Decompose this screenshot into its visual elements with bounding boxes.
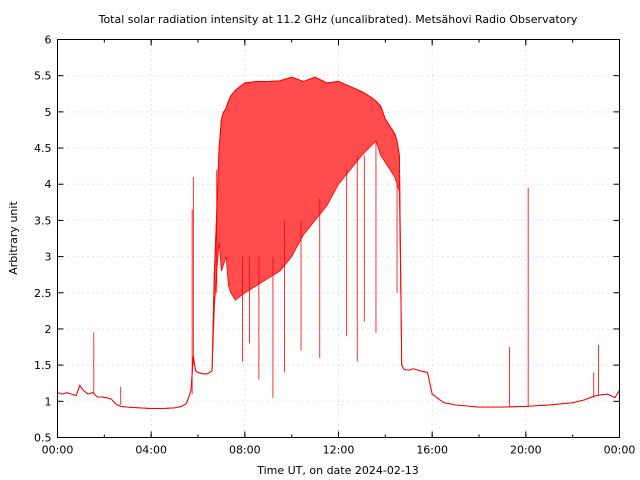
series-envelope	[57, 76, 620, 409]
data-series	[57, 76, 620, 410]
x-tick-label: 04:00	[135, 444, 167, 457]
y-tick-label: 5.5	[34, 70, 52, 83]
chart-title: Total solar radiation intensity at 11.2 …	[98, 13, 578, 26]
x-tick-labels: 00:00 04:00 08:00 12:00 16:00 20:00 00:00	[42, 444, 636, 457]
y-tick-label: 5	[45, 106, 52, 119]
x-tick-label: 20:00	[510, 444, 542, 457]
y-tick-label: 1	[45, 395, 52, 408]
y-tick-label: 2	[45, 323, 52, 336]
series-line	[57, 76, 620, 410]
y-tick-label: 2.5	[34, 287, 52, 300]
y-tick-label: 6	[45, 34, 52, 47]
x-tick-label: 16:00	[416, 444, 448, 457]
x-axis-label: Time UT, on date 2024-02-13	[256, 464, 419, 477]
x-tick-label: 12:00	[323, 444, 355, 457]
x-tick-label: 00:00	[42, 444, 74, 457]
y-tick-label: 4.5	[34, 142, 52, 155]
y-tick-label: 3.5	[34, 214, 52, 227]
axis-ticks	[57, 39, 620, 438]
y-tick-labels: 0.5 1 1.5 2 2.5 3 3.5 4 4.5 5 5.5 6	[34, 34, 52, 445]
x-tick-label: 00:00	[604, 444, 636, 457]
y-tick-label: 1.5	[34, 359, 52, 372]
y-tick-label: 0.5	[34, 432, 52, 445]
y-tick-label: 4	[45, 178, 52, 191]
x-tick-label: 08:00	[229, 444, 261, 457]
y-axis-label: Arbitrary unit	[7, 201, 20, 275]
y-tick-label: 3	[45, 251, 52, 264]
